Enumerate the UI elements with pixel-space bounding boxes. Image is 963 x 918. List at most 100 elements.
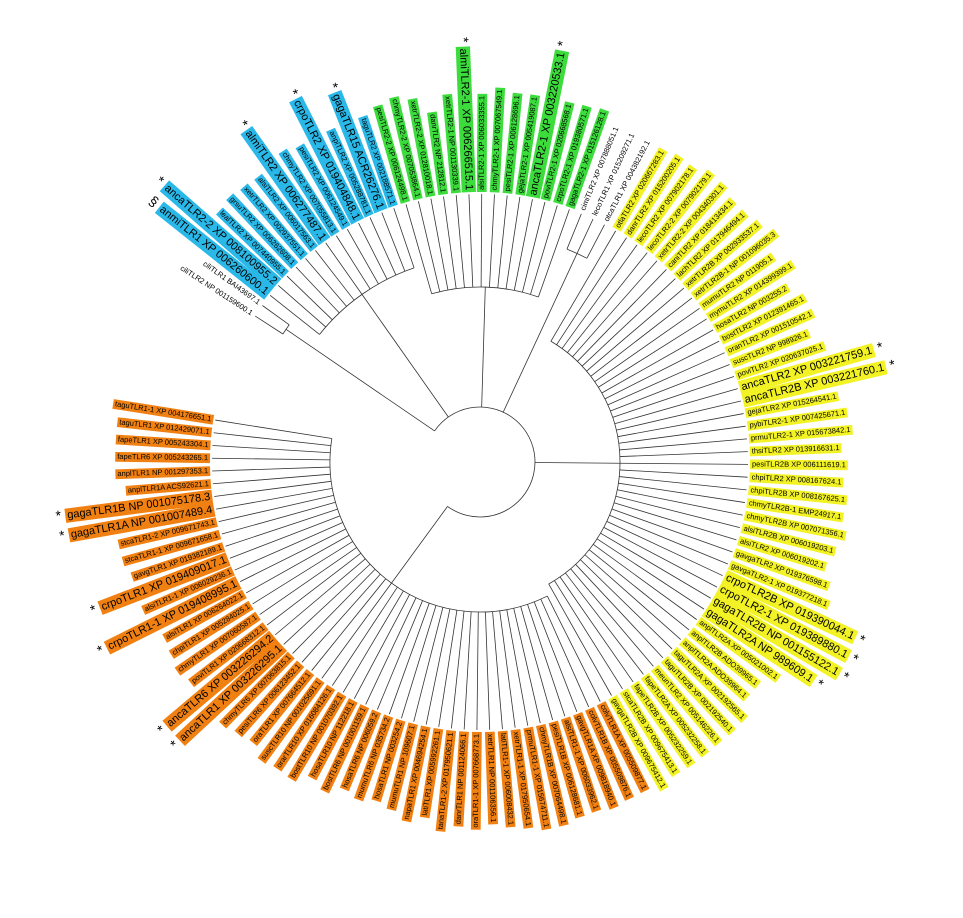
leaf-highlight bbox=[470, 731, 482, 830]
branch bbox=[369, 217, 397, 276]
branch bbox=[606, 521, 723, 577]
leaf-highlight bbox=[727, 560, 831, 611]
leaf-highlight bbox=[115, 466, 211, 480]
branch bbox=[468, 194, 474, 288]
leaf-highlight bbox=[226, 193, 299, 269]
branch bbox=[614, 388, 738, 425]
leaf-highlight bbox=[307, 698, 358, 781]
leaf-highlight bbox=[130, 542, 226, 582]
leaf-highlight bbox=[612, 147, 668, 232]
leaf-highlight bbox=[116, 417, 213, 438]
leaf-marker: * bbox=[875, 338, 885, 355]
branch bbox=[502, 253, 578, 413]
leaf-highlight bbox=[371, 718, 406, 803]
leaf-highlight bbox=[743, 510, 847, 541]
leaf-highlight bbox=[373, 104, 411, 204]
branch bbox=[588, 549, 690, 631]
branch bbox=[576, 218, 594, 254]
branch bbox=[566, 248, 588, 259]
leaf-highlight bbox=[623, 153, 684, 239]
leaf-highlight bbox=[273, 684, 336, 772]
leaf-highlight bbox=[125, 479, 212, 496]
leaf-highlight bbox=[117, 517, 218, 550]
branch bbox=[212, 473, 331, 485]
branch bbox=[346, 228, 379, 285]
leaf-highlight bbox=[174, 611, 261, 676]
branch bbox=[499, 610, 516, 728]
leaf-highlight bbox=[515, 94, 541, 196]
branch bbox=[245, 534, 350, 594]
leaf-highlight bbox=[660, 655, 736, 736]
branch bbox=[615, 495, 740, 528]
leaf-highlight bbox=[154, 201, 274, 300]
leaf-highlight bbox=[219, 651, 295, 729]
leaf-highlight bbox=[690, 228, 780, 301]
leaf-highlight bbox=[97, 552, 231, 615]
branch bbox=[225, 508, 338, 547]
branch bbox=[358, 222, 388, 280]
leaf-highlight bbox=[141, 566, 235, 615]
leaf-highlight bbox=[577, 123, 622, 214]
leaf: chmyTLR2-1 XP 007067549.1 bbox=[490, 87, 506, 193]
branch bbox=[282, 324, 290, 335]
leaf-marker: * bbox=[58, 527, 67, 544]
leaf-highlight bbox=[705, 260, 796, 322]
branch bbox=[259, 547, 357, 615]
leaf-highlight bbox=[732, 548, 831, 592]
branch bbox=[533, 601, 578, 713]
branch bbox=[592, 544, 697, 620]
branch bbox=[213, 432, 331, 447]
leaf-highlight bbox=[601, 137, 654, 226]
leaf-highlight bbox=[162, 589, 247, 643]
branch bbox=[506, 609, 529, 726]
branch bbox=[212, 445, 331, 454]
branch bbox=[567, 252, 648, 353]
leaf: thsiTLR2 XP 013916631.1 bbox=[749, 443, 842, 457]
leaf-highlight bbox=[289, 95, 365, 225]
leaf-marker: * bbox=[88, 601, 99, 618]
leaf-highlight bbox=[476, 93, 488, 193]
branch bbox=[315, 250, 355, 301]
leaf: almiTLR2-1 XP 006266515.1 * bbox=[455, 37, 476, 193]
branch bbox=[413, 607, 444, 722]
branch bbox=[520, 606, 554, 721]
leaf-highlight bbox=[664, 197, 737, 272]
leaf-highlight bbox=[746, 407, 848, 431]
branch bbox=[455, 195, 465, 288]
leaf-marker: * bbox=[849, 650, 862, 667]
leaf-highlight bbox=[734, 341, 827, 381]
branch bbox=[438, 610, 458, 727]
leaf-highlight bbox=[278, 148, 340, 237]
leaf-highlight bbox=[386, 722, 418, 811]
leaf-highlight bbox=[295, 143, 351, 230]
leaf-highlight bbox=[589, 129, 638, 220]
leaf-highlight bbox=[168, 600, 254, 659]
branch bbox=[540, 598, 590, 708]
branch bbox=[391, 506, 448, 584]
branch bbox=[321, 582, 392, 679]
branch bbox=[240, 528, 346, 582]
branch bbox=[278, 285, 327, 328]
leaf-highlight bbox=[654, 181, 728, 263]
branch bbox=[577, 269, 667, 362]
leaf-highlight bbox=[634, 164, 698, 247]
branch bbox=[215, 419, 332, 439]
branch bbox=[319, 267, 415, 335]
leaf-highlight bbox=[287, 691, 347, 782]
leaf-highlight bbox=[744, 391, 840, 418]
branch bbox=[609, 514, 728, 565]
branch bbox=[480, 194, 483, 288]
branch bbox=[550, 230, 617, 342]
branch bbox=[377, 600, 423, 710]
leaf-highlight bbox=[215, 207, 289, 279]
leaf: pesiTLR2B XP 006111619.1 bbox=[749, 459, 848, 471]
branch bbox=[283, 563, 371, 645]
leaf-highlight bbox=[553, 104, 592, 205]
leaf-label: thsiTLR2 XP 013916631.1 bbox=[752, 443, 840, 455]
branch bbox=[212, 457, 331, 461]
leaf-highlight bbox=[407, 98, 436, 198]
leaf-highlight bbox=[435, 729, 457, 832]
branch bbox=[463, 611, 472, 730]
branch bbox=[505, 196, 521, 290]
